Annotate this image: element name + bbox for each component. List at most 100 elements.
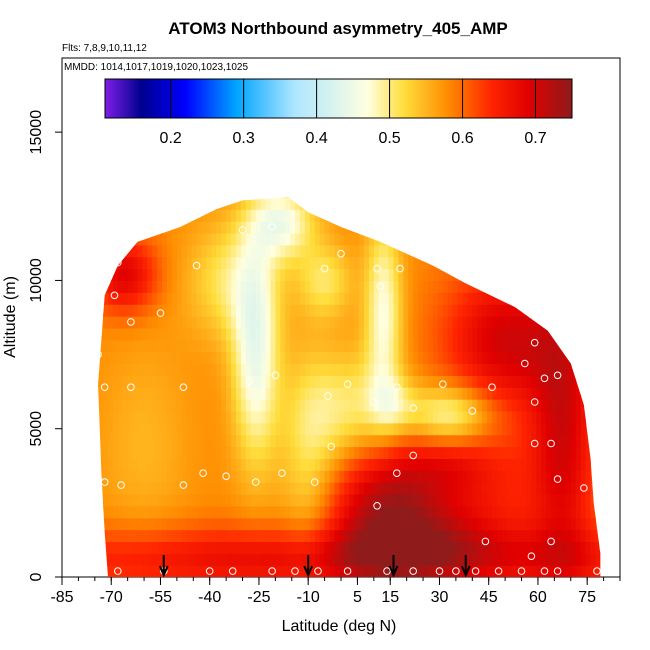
field-cell xyxy=(595,517,601,531)
field-cell xyxy=(511,256,518,270)
field-cell xyxy=(275,363,281,376)
field-cell xyxy=(280,553,286,566)
field-cell xyxy=(501,553,508,566)
field-cell xyxy=(98,493,104,507)
field-cell xyxy=(575,280,582,293)
field-cell xyxy=(162,316,168,329)
field-cell xyxy=(511,399,518,412)
field-cell xyxy=(487,232,493,246)
field-cell xyxy=(196,292,203,305)
field-cell xyxy=(452,458,459,471)
field-cell xyxy=(482,387,488,400)
field-cell xyxy=(570,517,577,531)
field-cell xyxy=(383,209,390,222)
field-cell xyxy=(103,256,109,270)
field-cell xyxy=(157,363,163,376)
field-cell xyxy=(181,434,188,448)
field-cell xyxy=(516,375,523,388)
field-cell xyxy=(423,197,429,210)
field-cell xyxy=(570,482,577,495)
field-cell xyxy=(447,553,454,566)
field-cell xyxy=(467,422,473,436)
field-cell xyxy=(496,197,503,198)
field-cell xyxy=(167,197,173,210)
field-cell xyxy=(290,553,296,566)
field-cell xyxy=(78,435,84,447)
field-cell xyxy=(600,399,606,411)
field-cell xyxy=(186,529,193,543)
field-cell xyxy=(546,339,552,353)
y-tick-label: 0 xyxy=(28,572,45,581)
field-cell xyxy=(83,447,89,459)
field-cell xyxy=(255,434,262,448)
field-cell xyxy=(186,268,193,282)
field-cell xyxy=(595,256,601,270)
field-cell xyxy=(368,339,375,353)
field-cell xyxy=(167,209,173,222)
field-cell xyxy=(600,530,606,542)
field-cell xyxy=(472,493,478,507)
field-cell xyxy=(83,209,89,221)
field-cell xyxy=(462,505,468,519)
field-cell xyxy=(112,375,119,388)
field-cell xyxy=(560,517,567,531)
field-cell xyxy=(590,493,596,507)
field-cell xyxy=(506,244,513,258)
field-cell xyxy=(546,387,552,400)
field-cell xyxy=(324,327,331,341)
colorbar-fill xyxy=(105,79,572,118)
field-cell xyxy=(275,482,281,495)
field-cell xyxy=(103,458,109,471)
field-cell xyxy=(605,209,611,221)
field-cell xyxy=(290,375,296,388)
field-cell xyxy=(309,410,316,424)
field-cell xyxy=(285,375,291,388)
field-cell xyxy=(344,268,350,282)
field-cell xyxy=(413,387,419,400)
field-cell xyxy=(605,435,611,447)
field-cell xyxy=(457,553,464,566)
field-cell xyxy=(487,493,493,507)
field-cell xyxy=(496,339,503,353)
field-cell xyxy=(575,304,582,317)
field-cell xyxy=(314,232,321,246)
field-cell xyxy=(541,221,547,234)
field-cell xyxy=(83,269,89,281)
field-cell xyxy=(427,268,434,282)
x-axis: -85 -70 -55 -40 -25 -10 5 15 30 45 60 75 xyxy=(50,577,621,606)
field-cell xyxy=(506,363,513,376)
field-cell xyxy=(309,363,316,376)
field-cell xyxy=(388,304,395,317)
field-cell xyxy=(349,351,355,365)
field-cell xyxy=(201,209,208,222)
field-cell xyxy=(437,280,444,293)
field-cell xyxy=(191,268,198,282)
field-cell xyxy=(157,197,163,210)
field-cell xyxy=(491,422,498,436)
field-cell xyxy=(570,422,577,436)
field-cell xyxy=(437,565,444,577)
field-cell xyxy=(447,221,454,234)
field-cell xyxy=(176,565,183,577)
field-cell xyxy=(235,517,242,531)
field-cell xyxy=(398,446,404,459)
field-cell xyxy=(260,351,267,365)
field-cell xyxy=(526,493,532,507)
field-cell xyxy=(359,339,365,353)
field-cell xyxy=(457,232,464,246)
field-cell xyxy=(329,232,336,246)
field-cell xyxy=(491,256,498,270)
field-cell xyxy=(137,375,144,388)
field-cell xyxy=(526,339,532,353)
field-cell xyxy=(437,470,444,483)
field-cell xyxy=(329,268,336,282)
field-cell xyxy=(201,232,208,246)
colorbar-tick-label: 0.5 xyxy=(378,130,400,147)
field-cell xyxy=(541,304,547,317)
field-cell xyxy=(472,565,478,577)
field-cell xyxy=(477,399,483,412)
field-cell xyxy=(231,197,237,198)
field-cell xyxy=(265,553,272,566)
field-cell xyxy=(452,422,459,436)
field-cell xyxy=(334,565,340,577)
